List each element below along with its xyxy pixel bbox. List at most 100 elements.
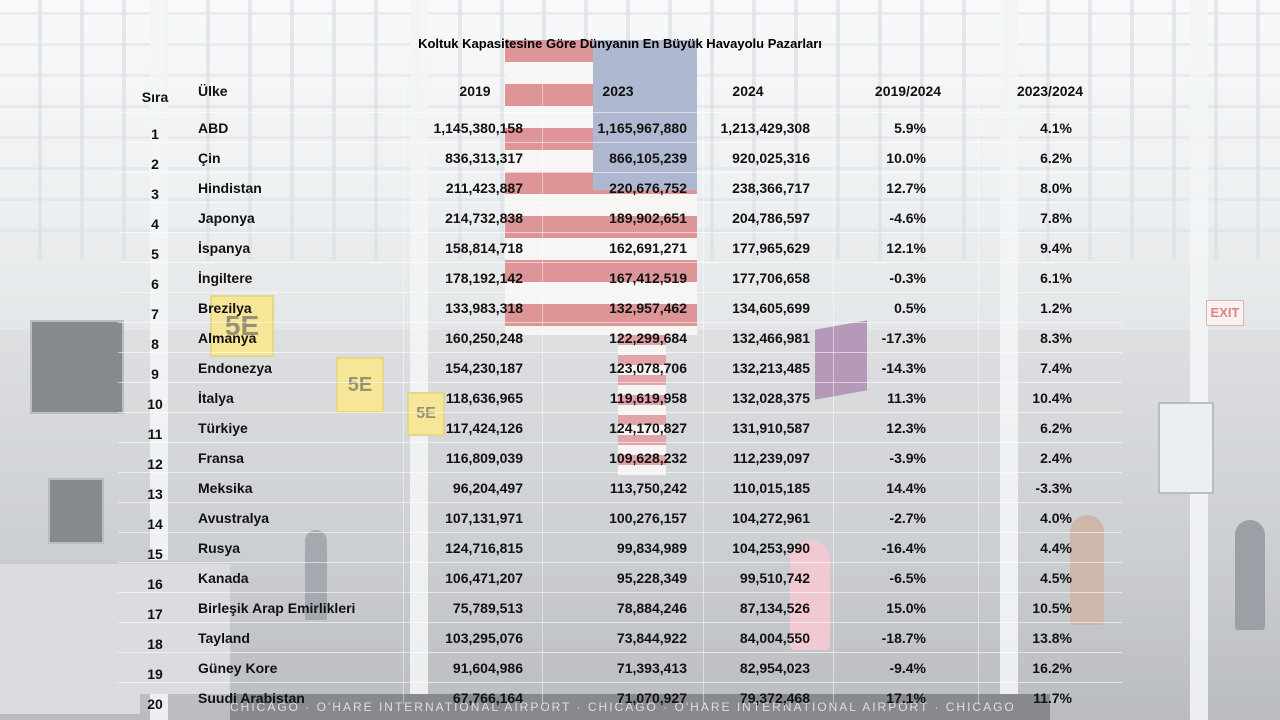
table-row: 12 Fransa 116,809,039 109,628,232 112,239,09… bbox=[118, 442, 1122, 473]
rank-cell: 10 bbox=[147, 396, 163, 412]
country-cell: İngiltere bbox=[198, 270, 253, 286]
rank-cell: 13 bbox=[147, 486, 163, 502]
floor-mat-text: CHICAGO · O'HARE INTERNATIONAL AIRPORT ·… bbox=[230, 694, 1050, 720]
seats-2019-cell: 118,636,965 bbox=[445, 390, 523, 406]
rank-cell: 8 bbox=[151, 336, 159, 352]
seats-2024-cell: 238,366,717 bbox=[732, 180, 810, 196]
traveler bbox=[1070, 515, 1104, 625]
seats-2023-cell: 167,412,519 bbox=[609, 270, 687, 286]
change-2023-2024-cell: 13.8% bbox=[1032, 630, 1072, 646]
change-2019-2024-cell: 15.0% bbox=[886, 600, 926, 616]
country-cell: İspanya bbox=[198, 240, 251, 256]
country-cell: Türkiye bbox=[198, 420, 248, 436]
change-2019-2024-cell: -4.6% bbox=[889, 210, 926, 226]
change-2023-2024-cell: 2.4% bbox=[1040, 450, 1072, 466]
country-cell: Avustralya bbox=[198, 510, 270, 526]
change-2019-2024-cell: -18.7% bbox=[881, 630, 926, 646]
exit-sign: EXIT bbox=[1206, 300, 1244, 326]
seats-2023-cell: 99,834,989 bbox=[616, 540, 687, 556]
table-row: 10 İtalya 118,636,965 119,619,958 132,028,37… bbox=[118, 382, 1122, 413]
table-row: 5 İspanya 158,814,718 162,691,271 177,965,62… bbox=[118, 232, 1122, 263]
seats-2019-cell: 91,604,986 bbox=[452, 660, 523, 676]
seats-2019-cell: 106,471,207 bbox=[445, 570, 523, 586]
column-divider bbox=[978, 76, 979, 704]
seats-2024-cell: 131,910,587 bbox=[732, 420, 810, 436]
change-2019-2024-cell: -16.4% bbox=[881, 540, 926, 556]
table-row: 9 Endonezya 154,230,187 123,078,706 132,213,… bbox=[118, 352, 1122, 383]
header-change-2019-2024: 2019/2024 bbox=[874, 83, 942, 99]
table-row: 19 Güney Kore 91,604,986 71,393,413 82,954,0… bbox=[118, 652, 1122, 683]
country-cell: Çin bbox=[198, 150, 221, 166]
terminal-column bbox=[150, 0, 168, 720]
seats-2023-cell: 122,299,684 bbox=[609, 330, 687, 346]
seats-2023-cell: 162,691,271 bbox=[609, 240, 687, 256]
country-cell: Kanada bbox=[198, 570, 249, 586]
change-2023-2024-cell: 8.0% bbox=[1040, 180, 1072, 196]
table-row: 8 Almanya 160,250,248 122,299,684 132,466,98… bbox=[118, 322, 1122, 353]
table-row: 7 Brezilya 133,983,318 132,957,462 134,605,6… bbox=[118, 292, 1122, 323]
change-2019-2024-cell: -9.4% bbox=[889, 660, 926, 676]
seats-2023-cell: 124,170,827 bbox=[609, 420, 687, 436]
change-2023-2024-cell: 11.7% bbox=[1033, 690, 1072, 706]
change-2023-2024-cell: 9.4% bbox=[1040, 240, 1072, 256]
country-cell: ABD bbox=[198, 120, 229, 136]
change-2023-2024-cell: 7.8% bbox=[1040, 210, 1072, 226]
change-2023-2024-cell: 6.2% bbox=[1040, 420, 1072, 436]
rank-cell: 3 bbox=[151, 186, 159, 202]
rank-cell: 11 bbox=[147, 426, 163, 442]
change-2019-2024-cell: -0.3% bbox=[889, 270, 926, 286]
seats-2024-cell: 204,786,597 bbox=[732, 210, 810, 226]
change-2019-2024-cell: 12.3% bbox=[886, 420, 926, 436]
page-title: Koltuk Kapasitesine Göre Dünyanın En Büy… bbox=[418, 36, 822, 51]
seats-2023-cell: 71,070,927 bbox=[616, 690, 687, 706]
seats-2024-cell: 99,510,742 bbox=[739, 570, 810, 586]
change-2019-2024-cell: 10.0% bbox=[886, 150, 926, 166]
seats-2019-cell: 133,983,318 bbox=[445, 300, 523, 316]
gate-sign: 5E bbox=[407, 392, 445, 436]
seats-2023-cell: 123,078,706 bbox=[609, 360, 687, 376]
country-cell: Tayland bbox=[198, 630, 250, 646]
table-row: 1 ABD 1,145,380,158 1,165,967,880 1,213,429,… bbox=[118, 112, 1122, 143]
header-2024: 2024 bbox=[732, 83, 764, 99]
country-cell: Güney Kore bbox=[198, 660, 278, 676]
terminal-column bbox=[410, 0, 428, 720]
change-2019-2024-cell: -17.3% bbox=[881, 330, 926, 346]
seats-2019-cell: 116,809,039 bbox=[445, 450, 523, 466]
seats-2024-cell: 177,965,629 bbox=[732, 240, 810, 256]
seats-2024-cell: 104,253,990 bbox=[732, 540, 810, 556]
country-cell: Japonya bbox=[198, 210, 255, 226]
seats-2019-cell: 178,192,142 bbox=[445, 270, 523, 286]
seats-2023-cell: 100,276,157 bbox=[609, 510, 687, 526]
change-2019-2024-cell: 11.3% bbox=[887, 390, 926, 406]
rank-cell: 12 bbox=[147, 456, 163, 472]
change-2019-2024-cell: 14.4% bbox=[886, 480, 926, 496]
country-cell: Endonezya bbox=[198, 360, 272, 376]
change-2019-2024-cell: 12.1% bbox=[886, 240, 926, 256]
display-screen bbox=[48, 478, 104, 544]
terminal-column bbox=[1190, 0, 1208, 720]
change-2023-2024-cell: 4.0% bbox=[1040, 510, 1072, 526]
seats-2024-cell: 82,954,023 bbox=[739, 660, 810, 676]
country-cell: İtalya bbox=[198, 390, 234, 406]
change-2019-2024-cell: -6.5% bbox=[889, 570, 926, 586]
seats-2019-cell: 158,814,718 bbox=[445, 240, 523, 256]
terminal-column bbox=[1000, 0, 1018, 720]
rank-cell: 16 bbox=[147, 576, 163, 592]
seats-2019-cell: 154,230,187 bbox=[445, 360, 523, 376]
seats-2019-cell: 211,423,887 bbox=[445, 180, 523, 196]
change-2019-2024-cell: 12.7% bbox=[886, 180, 926, 196]
seats-2019-cell: 160,250,248 bbox=[445, 330, 523, 346]
table-row: 4 Japonya 214,732,838 189,902,651 204,786,59… bbox=[118, 202, 1122, 233]
rank-cell: 2 bbox=[151, 156, 159, 172]
display-screen bbox=[30, 320, 124, 414]
country-cell: Rusya bbox=[198, 540, 241, 556]
seats-2023-cell: 132,957,462 bbox=[609, 300, 687, 316]
seats-2019-cell: 117,424,126 bbox=[445, 420, 523, 436]
table-header-row: Sıra Ülke 2019 2023 2024 2019/2024 2023/… bbox=[118, 76, 1122, 106]
header-rank: Sıra bbox=[141, 89, 169, 105]
change-2023-2024-cell: 1.2% bbox=[1040, 300, 1072, 316]
flag-canton bbox=[593, 40, 697, 190]
table-row: 18 Tayland 103,295,076 73,844,922 84,004,550… bbox=[118, 622, 1122, 653]
change-2019-2024-cell: 0.5% bbox=[894, 300, 926, 316]
